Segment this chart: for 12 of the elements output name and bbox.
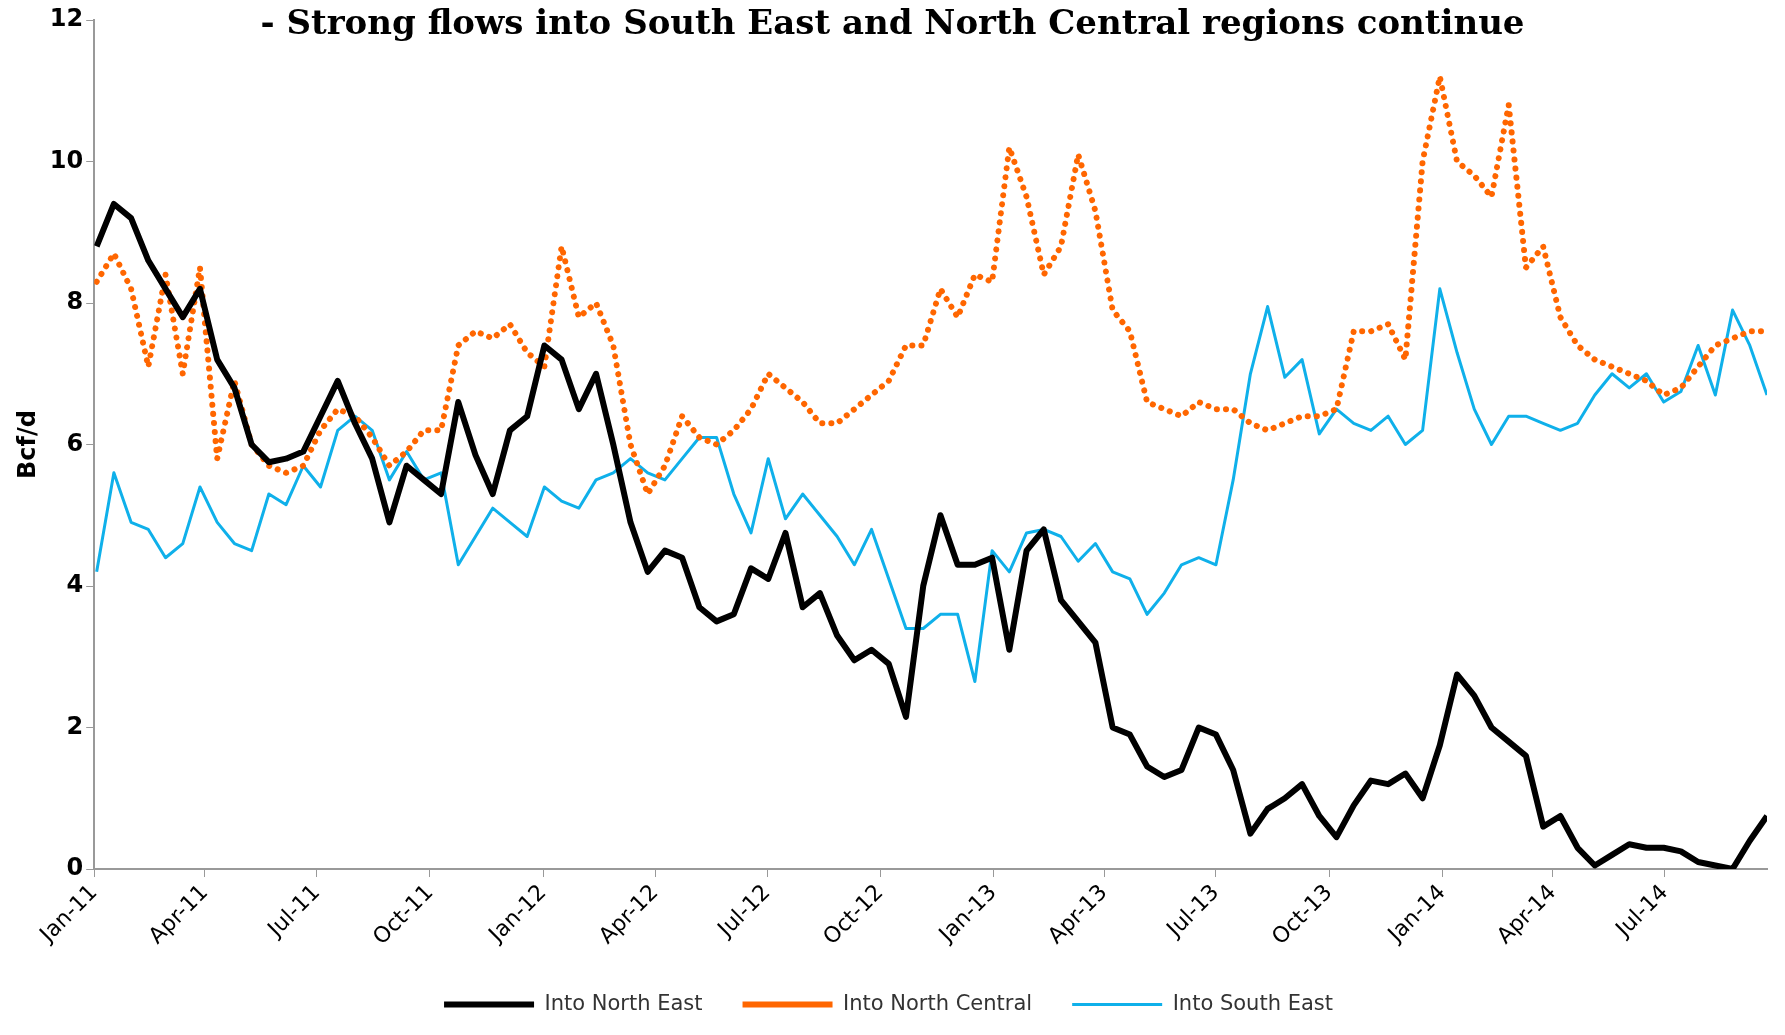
y-tick-label: 8 <box>66 287 84 316</box>
y-tick-label: 4 <box>66 570 84 599</box>
y-axis-title: Bcf/d <box>12 410 41 479</box>
legend-label: Into North Central <box>843 990 1033 1015</box>
legend-label: Into North East <box>544 990 703 1015</box>
y-tick-label: 6 <box>66 428 84 457</box>
chart-title: - Strong flows into South East and North Central regions continue <box>260 2 1525 42</box>
y-tick-label: 12 <box>49 4 84 33</box>
y-tick-label: 0 <box>66 853 84 882</box>
y-tick-label: 2 <box>66 711 84 740</box>
y-tick-label: 10 <box>49 145 84 174</box>
legend-label: Into South East <box>1172 990 1333 1015</box>
